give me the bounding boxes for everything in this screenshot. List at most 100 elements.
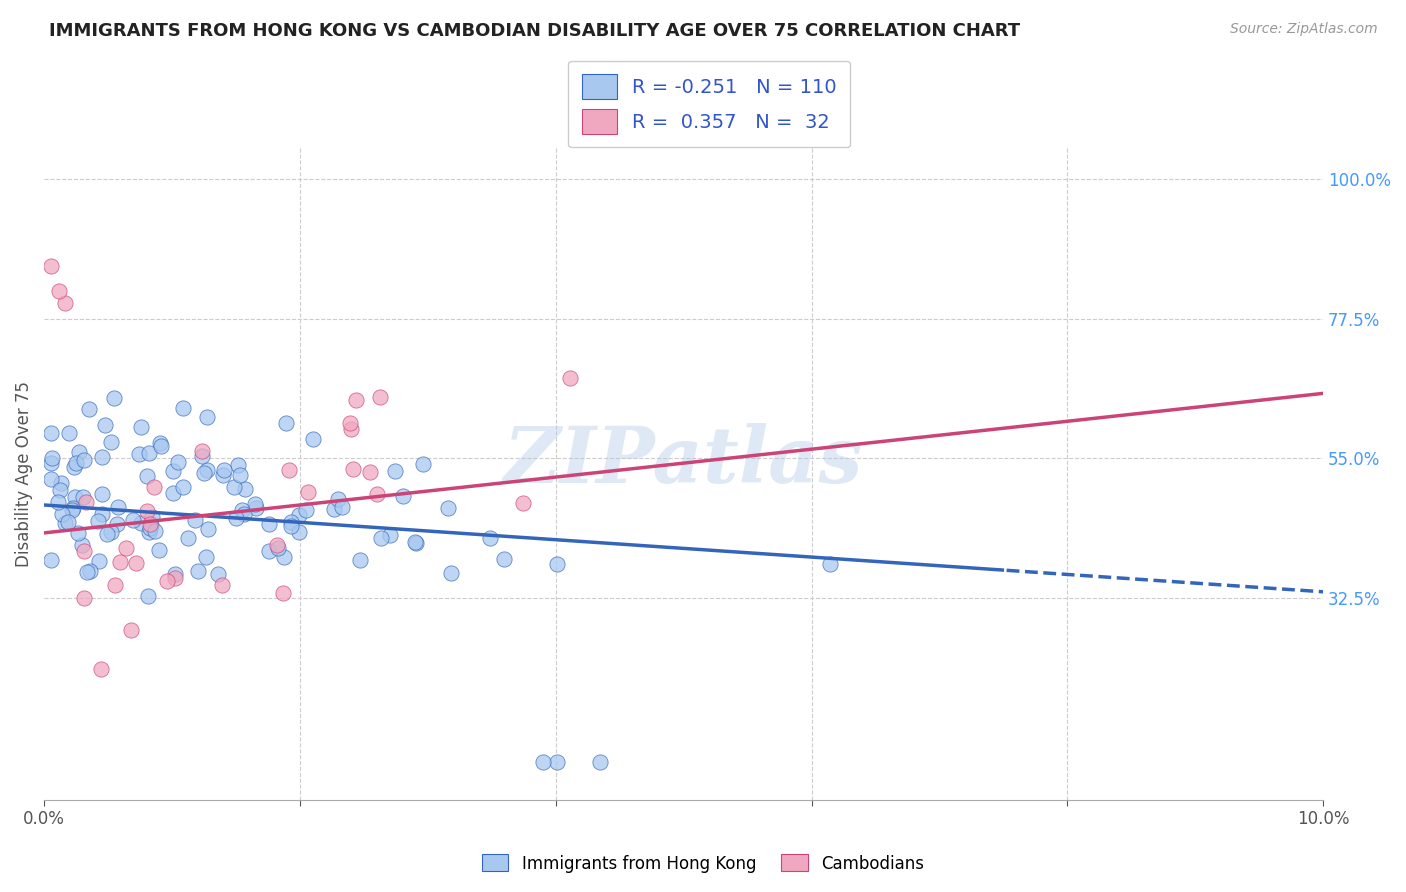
Point	[197, 522, 219, 536]
Point	[366, 487, 388, 501]
Point	[73, 591, 96, 605]
Point	[141, 509, 163, 524]
Point	[39, 426, 62, 441]
Point	[122, 513, 145, 527]
Point	[77, 401, 100, 416]
Point	[162, 485, 184, 500]
Point	[73, 544, 96, 558]
Point	[165, 571, 187, 585]
Point	[139, 518, 162, 533]
Point	[70, 538, 93, 552]
Point	[96, 527, 118, 541]
Point	[136, 469, 159, 483]
Point	[58, 425, 80, 440]
Point	[589, 756, 612, 770]
Point	[46, 494, 69, 508]
Point	[266, 538, 288, 552]
Point	[271, 585, 294, 599]
Point	[62, 501, 84, 516]
Point	[172, 480, 194, 494]
Point	[129, 516, 152, 531]
Point	[79, 564, 101, 578]
Point	[384, 464, 406, 478]
Point	[172, 401, 194, 415]
Point	[76, 565, 98, 579]
Point	[39, 456, 62, 470]
Point	[139, 521, 162, 535]
Point	[91, 450, 114, 464]
Point	[546, 756, 568, 770]
Point	[115, 541, 138, 556]
Point	[330, 500, 353, 514]
Point	[93, 418, 115, 433]
Point	[67, 444, 90, 458]
Point	[195, 463, 218, 477]
Point	[138, 446, 160, 460]
Point	[72, 490, 94, 504]
Point	[163, 566, 186, 581]
Text: ZIPatlas: ZIPatlas	[503, 423, 863, 500]
Point	[103, 392, 125, 406]
Point	[162, 464, 184, 478]
Point	[207, 566, 229, 581]
Point	[326, 491, 349, 506]
Point	[342, 461, 364, 475]
Point	[194, 549, 217, 564]
Point	[368, 390, 391, 404]
Point	[378, 528, 401, 542]
Point	[53, 516, 76, 530]
Point	[105, 516, 128, 531]
Point	[148, 543, 170, 558]
Point	[128, 447, 150, 461]
Point	[322, 502, 344, 516]
Point	[257, 516, 280, 531]
Point	[280, 519, 302, 533]
Point	[51, 475, 73, 490]
Point	[212, 463, 235, 477]
Point	[191, 450, 214, 464]
Point	[280, 515, 302, 529]
Point	[135, 504, 157, 518]
Point	[108, 555, 131, 569]
Point	[437, 500, 460, 515]
Point	[136, 589, 159, 603]
Point	[267, 541, 290, 555]
Point	[370, 531, 392, 545]
Point	[339, 422, 361, 436]
Point	[39, 259, 62, 273]
Point	[492, 552, 515, 566]
Legend: R = -0.251   N = 110, R =  0.357   N =  32: R = -0.251 N = 110, R = 0.357 N = 32	[568, 61, 851, 147]
Text: IMMIGRANTS FROM HONG KONG VS CAMBODIAN DISABILITY AGE OVER 75 CORRELATION CHART: IMMIGRANTS FROM HONG KONG VS CAMBODIAN D…	[49, 22, 1021, 40]
Point	[245, 501, 267, 516]
Point	[139, 516, 162, 531]
Point	[39, 472, 62, 486]
Point	[295, 503, 318, 517]
Point	[177, 531, 200, 545]
Point	[53, 296, 76, 310]
Point	[412, 457, 434, 471]
Text: Source: ZipAtlas.com: Source: ZipAtlas.com	[1230, 22, 1378, 37]
Point	[440, 566, 463, 580]
Point	[195, 410, 218, 425]
Point	[233, 482, 256, 496]
Point	[41, 451, 63, 466]
Point	[91, 487, 114, 501]
Point	[66, 526, 89, 541]
Point	[193, 466, 215, 480]
Point	[405, 536, 427, 550]
Point	[56, 515, 79, 529]
Point	[120, 623, 142, 637]
Point	[155, 574, 177, 588]
Point	[297, 484, 319, 499]
Point	[222, 480, 245, 494]
Point	[302, 432, 325, 446]
Point	[531, 756, 554, 770]
Point	[344, 392, 367, 407]
Point	[145, 524, 167, 538]
Point	[231, 502, 253, 516]
Point	[75, 495, 97, 509]
Point	[558, 370, 581, 384]
Point	[273, 549, 295, 564]
Point	[90, 662, 112, 676]
Point	[72, 453, 94, 467]
